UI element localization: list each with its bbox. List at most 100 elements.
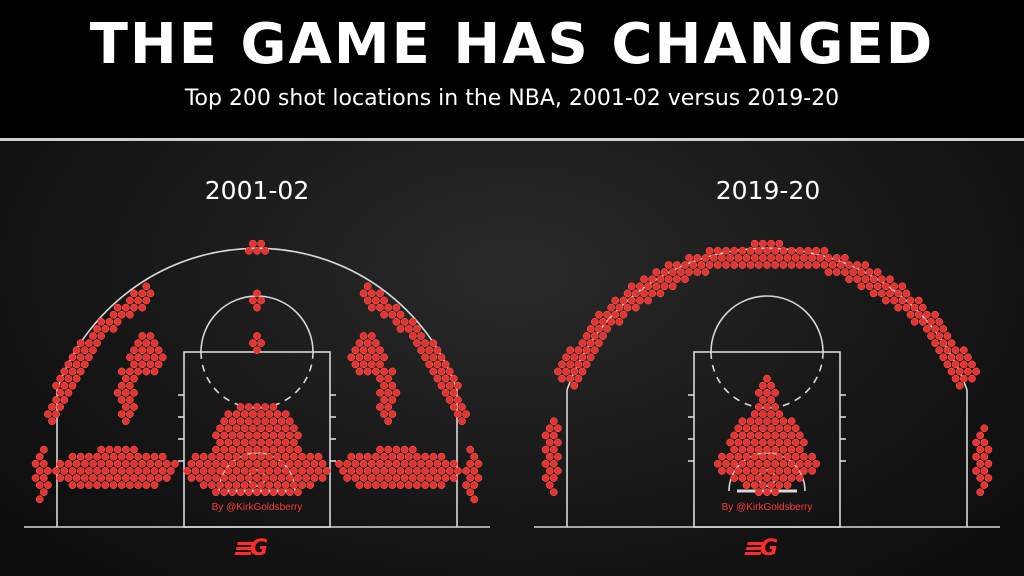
shot-dot xyxy=(425,360,434,369)
shot-dot xyxy=(445,367,454,376)
shot-dot xyxy=(351,360,360,369)
shot-dot xyxy=(80,360,89,369)
shot-dot xyxy=(367,459,376,468)
shot-dot xyxy=(39,445,48,454)
shot-dot xyxy=(257,410,265,418)
shot-dot xyxy=(882,296,890,305)
shot-dot xyxy=(554,367,562,376)
shot-dot xyxy=(162,474,171,482)
shot-dot xyxy=(730,431,739,440)
shot-dot xyxy=(449,474,458,482)
shot-dot xyxy=(232,452,241,461)
shot-dot xyxy=(599,317,607,326)
shot-dot xyxy=(413,467,421,475)
panel-title-2019-20: 2019-20 xyxy=(715,176,821,205)
shot-dot xyxy=(380,367,388,376)
shot-dot xyxy=(290,452,298,461)
shot-dot xyxy=(722,261,730,269)
shot-dot xyxy=(697,261,706,269)
shot-dot xyxy=(590,346,599,355)
shot-dot xyxy=(232,481,241,489)
shot-dot xyxy=(244,488,253,497)
shot-dot xyxy=(273,452,282,461)
shot-dot xyxy=(363,467,372,475)
shot-dot xyxy=(470,452,479,461)
shot-dot xyxy=(257,481,265,489)
shot-dot xyxy=(759,396,767,404)
shot-dot xyxy=(322,467,331,475)
shot-dot xyxy=(763,488,771,497)
shot-dot xyxy=(372,467,380,475)
shot-dot xyxy=(800,254,808,262)
shot-dot xyxy=(853,261,862,269)
shot-dot xyxy=(759,467,767,475)
free-throw-circle-bottom xyxy=(200,351,314,409)
shot-dot xyxy=(976,488,985,497)
shot-dot xyxy=(429,353,438,362)
shot-dot xyxy=(408,332,417,340)
shot-dot xyxy=(923,310,931,319)
shot-dot xyxy=(800,438,808,447)
shot-dot xyxy=(236,417,245,426)
shot-dot xyxy=(754,417,763,426)
shot-dot xyxy=(759,254,767,262)
shot-dot xyxy=(228,488,237,497)
shot-dot xyxy=(294,431,302,440)
shot-dot xyxy=(886,289,894,298)
shot-dot xyxy=(380,481,388,489)
shot-dot xyxy=(68,353,77,362)
shot-dot xyxy=(314,452,323,461)
shot-dot xyxy=(298,452,306,461)
shot-dot xyxy=(578,339,587,347)
shot-dot xyxy=(767,381,775,390)
shot-dot xyxy=(240,438,249,447)
shot-dot xyxy=(117,396,126,404)
shot-dot xyxy=(816,254,825,262)
shot-dot xyxy=(60,467,69,475)
shot-dot xyxy=(244,445,253,454)
shot-dot xyxy=(898,296,907,305)
shot-dot xyxy=(285,474,294,482)
shot-dot xyxy=(372,339,380,347)
shot-dot xyxy=(212,431,220,440)
shot-dot xyxy=(763,445,771,454)
shot-dot xyxy=(726,452,734,461)
shot-dot xyxy=(566,374,575,383)
shot-dot xyxy=(413,325,421,333)
shot-dot xyxy=(199,452,208,461)
shot-dot xyxy=(80,474,89,482)
shot-dot xyxy=(363,353,372,362)
shot-dot xyxy=(76,481,85,489)
shot-dot xyxy=(425,474,434,482)
shot-dot xyxy=(554,452,562,461)
shot-dot xyxy=(89,332,97,340)
page-title: THE GAME HAS CHANGED xyxy=(89,12,935,77)
shot-dot xyxy=(968,360,976,369)
shot-dot xyxy=(541,459,550,468)
shot-dot xyxy=(750,467,759,475)
shot-dot xyxy=(437,467,446,475)
shot-dot xyxy=(44,467,52,475)
shot-dot xyxy=(212,488,220,497)
shot-dot xyxy=(224,467,233,475)
shot-dot xyxy=(845,261,853,269)
shot-dot xyxy=(220,445,229,454)
shot-dot xyxy=(775,481,784,489)
shot-dot xyxy=(783,452,792,461)
shot-dot xyxy=(240,481,249,489)
shot-dot xyxy=(558,360,566,369)
shot-dot xyxy=(902,289,911,298)
shot-dot xyxy=(763,474,771,482)
shot-dot xyxy=(947,353,956,362)
shot-dot xyxy=(277,417,286,426)
shot-dot xyxy=(603,325,611,333)
shot-dot xyxy=(298,467,306,475)
shot-dot xyxy=(269,459,278,468)
shot-dot xyxy=(56,374,65,383)
shot-dot xyxy=(359,332,368,340)
shot-dot xyxy=(97,332,106,340)
shot-dot xyxy=(767,452,775,461)
shot-dot xyxy=(249,467,257,475)
shot-dot xyxy=(261,459,270,468)
shot-dot xyxy=(738,445,747,454)
